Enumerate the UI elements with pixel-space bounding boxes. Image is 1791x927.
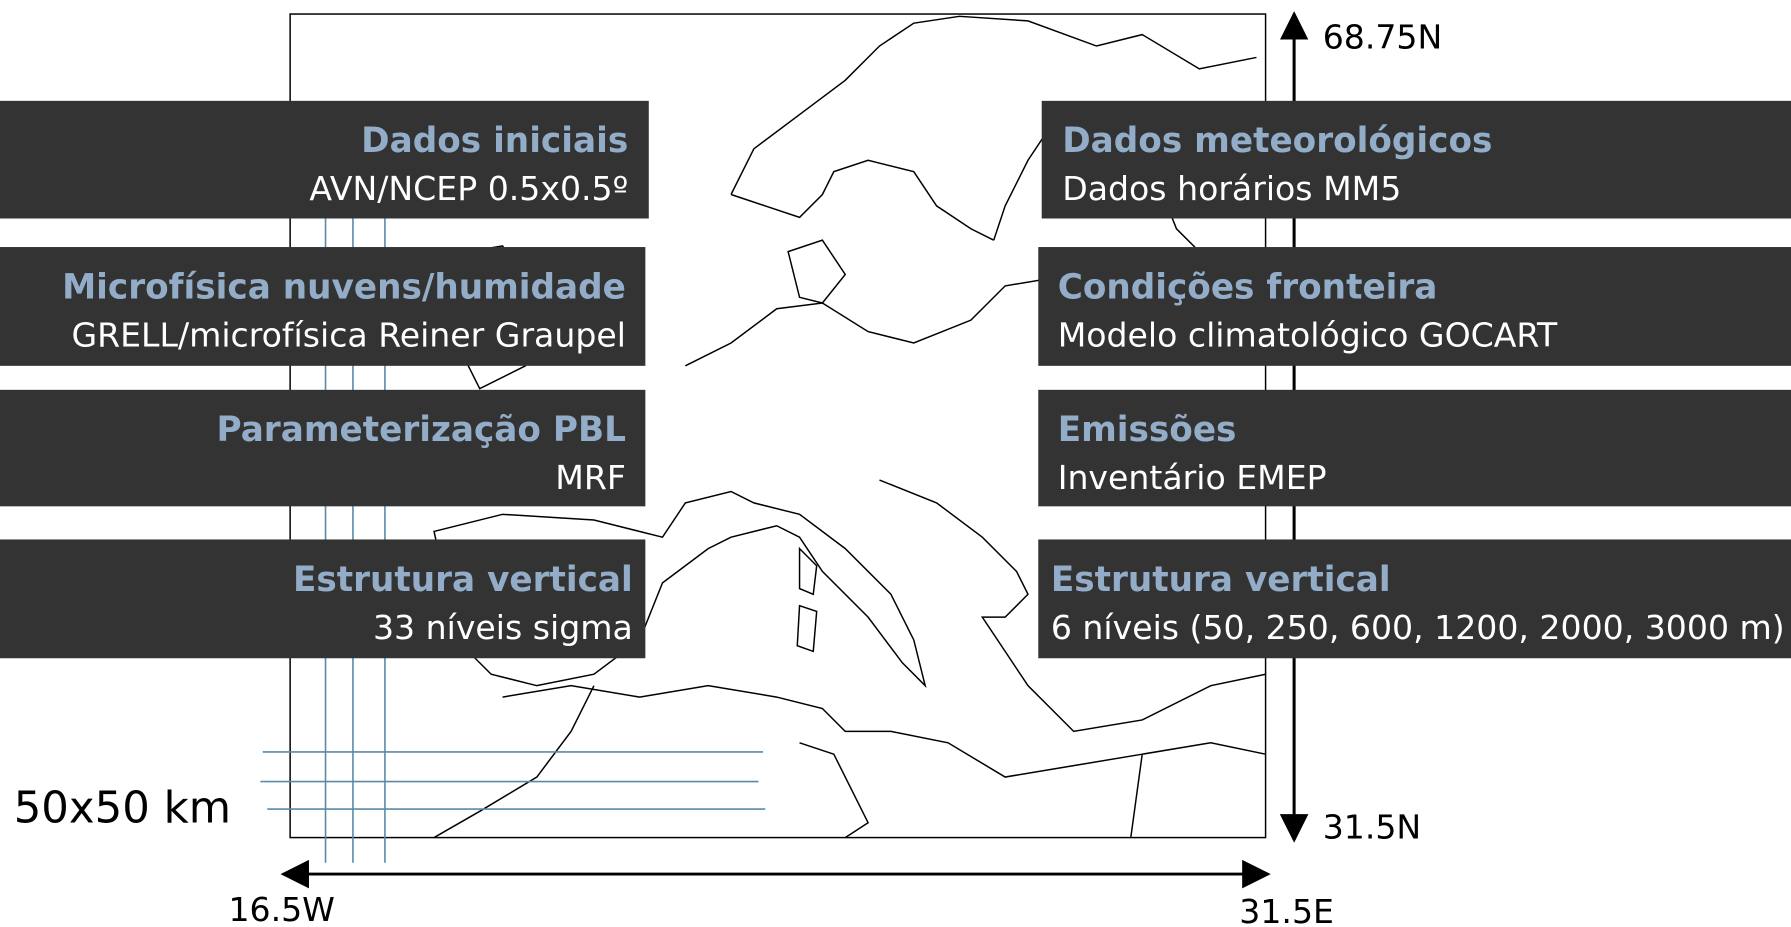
- left-box: [0, 100, 649, 219]
- right-box-title: Emissões: [1058, 410, 1237, 450]
- right-box: [1041, 100, 1791, 219]
- right-box-text: Modelo climatológico GOCART: [1058, 315, 1558, 354]
- lon-right: 31.5E: [1239, 892, 1334, 927]
- left-box-title: Estrutura vertical: [293, 560, 633, 600]
- right-box-title: Condições fronteira: [1058, 267, 1438, 307]
- right-box-title: Estrutura vertical: [1051, 560, 1391, 600]
- left-box-text: MRF: [555, 458, 626, 497]
- right-box: [1038, 539, 1791, 659]
- right-box-text: 6 níveis (50, 250, 600, 1200, 2000, 3000…: [1051, 608, 1785, 647]
- right-box-title: Dados meteorológicos: [1062, 121, 1492, 161]
- left-box: [0, 389, 646, 507]
- left-box-text: 33 níveis sigma: [373, 608, 633, 647]
- left-box-text: AVN/NCEP 0.5x0.5º: [309, 169, 628, 208]
- boxes: Dados iniciais AVN/NCEP 0.5x0.5º Microfísi…: [0, 100, 1791, 659]
- right-box: [1038, 389, 1791, 507]
- left-box: [0, 247, 646, 366]
- lat-bottom: 31.5N: [1323, 808, 1422, 847]
- left-box-text: GRELL/microfísica Reiner Graupel: [71, 315, 625, 354]
- left-box: [0, 539, 646, 659]
- left-box-title: Dados iniciais: [361, 121, 628, 161]
- left-box-title: Parameterização PBL: [217, 410, 626, 450]
- right-box-text: Dados horários MM5: [1062, 169, 1401, 208]
- right-box-text: Inventário EMEP: [1058, 458, 1327, 497]
- lon-left: 16.5W: [228, 890, 334, 927]
- right-box: [1038, 247, 1791, 366]
- left-box-title: Microfísica nuvens/humidade: [62, 267, 626, 307]
- resolution: 50x50 km: [14, 784, 231, 834]
- lat-top: 68.75N: [1323, 17, 1443, 56]
